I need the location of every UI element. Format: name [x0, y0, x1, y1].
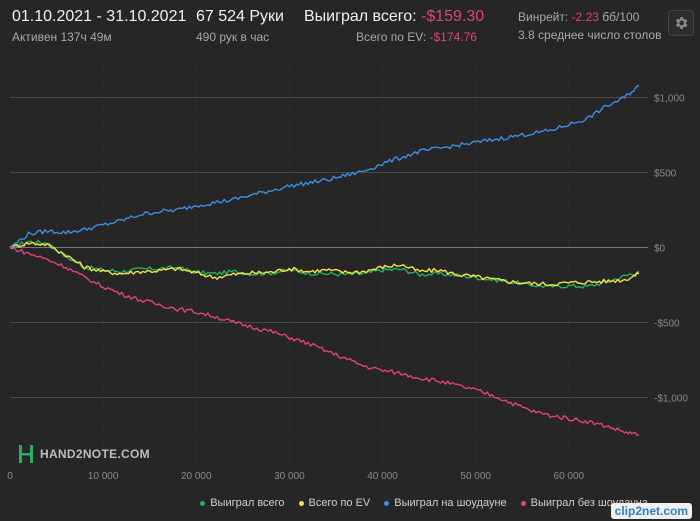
- legend-item[interactable]: Всего по EV: [298, 497, 371, 509]
- winnings-chart[interactable]: $1,000 $500 $0 -$500 -$1,000 0 10 000 20 000 30…: [0, 50, 700, 490]
- won-total: Выиграл всего: -$159.30: [304, 8, 484, 26]
- y-tick-label: -$500: [654, 319, 680, 330]
- won-total-label: Выиграл всего:: [304, 8, 417, 25]
- hand2note-watermark: HAND2NOTE.COM: [18, 444, 150, 464]
- legend-dot-icon: [384, 500, 390, 506]
- x-tick-label: 40 000: [367, 471, 398, 482]
- winrate: Винрейт: -2.23 бб/100: [518, 10, 661, 24]
- x-axis-ticks: 0 10 000 20 000 30 000 40 000 50 000 60 000: [7, 471, 584, 482]
- legend-label: Всего по EV: [308, 497, 371, 509]
- legend-item[interactable]: Выиграл на шоудауне: [384, 497, 507, 509]
- legend-label: Выиграл на шоудауне: [394, 497, 507, 509]
- y-tick-label: $500: [654, 169, 677, 180]
- average-tables: 3.8 среднее число столов: [518, 28, 662, 42]
- winrate-label: Винрейт:: [518, 10, 569, 24]
- ev-value: -$174.76: [429, 30, 477, 44]
- y-tick-label: $1,000: [654, 94, 685, 105]
- stats-header: 01.10.2021 - 31.10.2021 Активен 137ч 49м…: [0, 0, 700, 50]
- winrate-unit: бб/100: [602, 10, 640, 24]
- legend-dot-icon: [520, 500, 526, 506]
- hands-count: 67 524 Руки: [196, 8, 284, 25]
- ev-label: Всего по EV:: [356, 30, 427, 44]
- date-column: 01.10.2021 - 31.10.2021 Активен 137ч 49м: [12, 8, 186, 44]
- hands-column: 67 524 Руки 490 рук в час: [196, 8, 284, 44]
- legend-dot-icon: [298, 500, 304, 506]
- settings-button[interactable]: [668, 10, 694, 36]
- chart-legend: Выиграл всего Всего по EV Выиграл на шоуда…: [200, 497, 648, 509]
- legend-label: Выиграл всего: [210, 497, 285, 509]
- plot-area: [10, 60, 648, 465]
- x-tick-label: 10 000: [88, 471, 119, 482]
- ev-total: Всего по EV: -$174.76: [356, 30, 484, 44]
- x-tick-label: 0: [7, 471, 13, 482]
- series-line: [9, 246, 640, 436]
- winrate-column: Винрейт: -2.23 бб/100 3.8 среднее число …: [518, 8, 661, 42]
- series-lines: [9, 84, 640, 436]
- hand2note-logo-icon: [19, 445, 33, 463]
- y-tick-label: $0: [654, 244, 666, 255]
- x-tick-label: 50 000: [460, 471, 491, 482]
- x-tick-label: 20 000: [181, 471, 212, 482]
- x-tick-label: 30 000: [274, 471, 305, 482]
- series-line: [9, 241, 640, 287]
- clip2net-logo: clip2net.com: [610, 503, 692, 519]
- gear-icon: [675, 17, 688, 29]
- winrate-value: -2.23: [571, 10, 599, 24]
- watermark-text: HAND2NOTE.COM: [40, 447, 150, 461]
- legend-item[interactable]: Выиграл всего: [200, 497, 285, 509]
- y-axis-ticks: $1,000 $500 $0 -$500 -$1,000: [654, 94, 688, 405]
- x-tick-label: 60 000: [554, 471, 585, 482]
- active-time: Активен 137ч 49м: [12, 30, 112, 44]
- grid-lines: [9, 60, 648, 465]
- winnings-column: Выиграл всего: -$159.30 Всего по EV: -$1…: [304, 8, 484, 44]
- y-tick-label: -$1,000: [654, 394, 688, 405]
- series-line: [9, 84, 640, 249]
- won-total-value: -$159.30: [421, 8, 485, 25]
- hands-per-hour: 490 рук в час: [196, 30, 270, 44]
- legend-dot-icon: [200, 500, 206, 506]
- date-range[interactable]: 01.10.2021 - 31.10.2021: [12, 8, 187, 25]
